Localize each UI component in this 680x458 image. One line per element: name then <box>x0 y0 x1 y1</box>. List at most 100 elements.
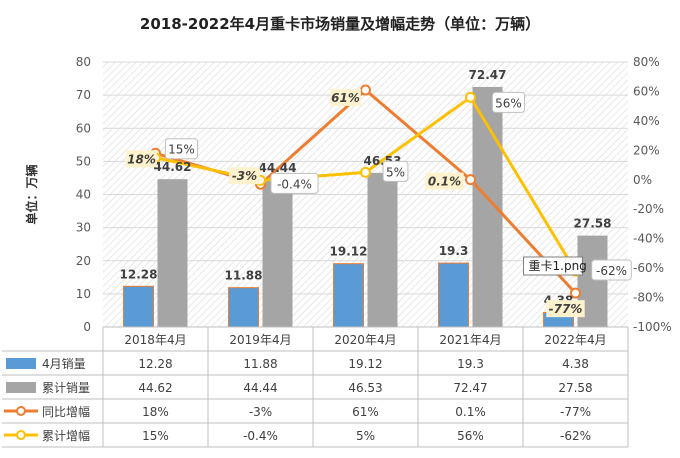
yoy-label: -77% <box>549 302 583 316</box>
line-point <box>360 84 371 96</box>
cum-label: -62% <box>596 264 627 278</box>
line-point <box>570 287 581 299</box>
bar-value-label: 44.44 <box>259 161 297 175</box>
cum-label: 56% <box>495 96 522 110</box>
cum-label-bg <box>591 259 632 281</box>
cum-label-bg <box>270 172 319 194</box>
table-cell: 19.12 <box>348 357 382 371</box>
y-tick-label: 20 <box>76 254 91 268</box>
line-point <box>360 166 371 178</box>
y2-tick-label: 40% <box>633 114 660 128</box>
bar-value-label: 72.47 <box>469 68 507 82</box>
y-tick-label: 30 <box>76 221 91 235</box>
y2-tick-label: -100% <box>633 320 672 334</box>
bar-value-label: 19.12 <box>330 245 368 259</box>
table-cell: -62% <box>560 429 591 443</box>
bar-monthly <box>228 287 259 328</box>
cum-label: -0.4% <box>277 177 312 191</box>
cum-label-bg <box>164 138 199 160</box>
y2-tick-label: -80% <box>633 291 664 305</box>
line-point <box>465 91 476 103</box>
bar-value-label: 11.88 <box>225 269 263 283</box>
table-cell: 44.44 <box>243 381 277 395</box>
table-cell: -3% <box>249 405 272 419</box>
yoy-label-bg <box>425 172 464 190</box>
tooltip-box <box>523 256 583 276</box>
y2-tick-label: -60% <box>633 261 664 275</box>
category-label: 2021年4月 <box>439 333 501 347</box>
y2-tick-label: 60% <box>633 84 660 98</box>
y2-tick-label: 0% <box>633 173 652 187</box>
legend-swatch <box>6 358 36 369</box>
bar-cumulative <box>367 172 398 327</box>
cum-label-bg <box>491 91 526 113</box>
table-cell: 18% <box>142 405 169 419</box>
table-cell: 4.38 <box>562 357 589 371</box>
yoy-label: 61% <box>331 91 360 105</box>
category-label: 2022年4月 <box>544 333 606 347</box>
data-table: 2018年4月 2019年4月 2020年4月 2021年4月 2022年4月 4月销量 1… <box>2 327 629 448</box>
yoy-label: 0.1% <box>428 175 461 189</box>
y-tick-label: 0 <box>83 320 91 334</box>
table-cell: 11.88 <box>243 357 277 371</box>
legend-label: 同比增幅 <box>42 404 90 419</box>
table-cell: 0.1% <box>455 405 486 419</box>
bar-value-label: 44.62 <box>154 160 192 174</box>
yoy-label-bg <box>229 167 260 185</box>
table-cell: 5% <box>356 429 375 443</box>
yoy-label-bg <box>330 88 361 106</box>
cum-label-bg <box>382 160 409 182</box>
axes: 0 10 20 30 40 50 60 70 80 -100% -80% -60% -40% -20% 0%… <box>76 55 672 334</box>
yoy-label: -3% <box>232 169 257 183</box>
lines <box>150 84 581 299</box>
table-cell: 56% <box>457 429 484 443</box>
legend-label: 4月销量 <box>42 357 86 371</box>
y2-tick-label: -40% <box>633 232 664 246</box>
y-tick-label: 80 <box>76 55 91 69</box>
category-label: 2018年4月 <box>124 333 186 347</box>
y2-tick-label: -20% <box>633 202 664 216</box>
yoy-label-bg <box>126 150 157 168</box>
y2-tick-label: 20% <box>633 143 660 157</box>
table-cell: 12.28 <box>138 357 172 371</box>
table-cell: 27.58 <box>558 381 592 395</box>
y-tick-label: 10 <box>76 287 91 301</box>
legend-label: 累计增幅 <box>42 428 90 443</box>
bar-cumulative <box>157 179 188 327</box>
yoy-label-bg <box>546 300 585 318</box>
filename-tooltip: 重卡1.png <box>523 256 587 276</box>
bar-value-label: 19.3 <box>439 244 469 258</box>
y-tick-label: 70 <box>76 88 91 102</box>
legend-label: 累计销量 <box>42 381 90 395</box>
table-cell: -0.4% <box>243 429 278 443</box>
y-axis-label: 单位：万辆 <box>24 164 39 224</box>
category-label: 2020年4月 <box>334 333 396 347</box>
table-cell: 19.3 <box>457 357 484 371</box>
bar-cumulative <box>262 179 293 327</box>
legend-swatch <box>6 382 36 393</box>
bar-monthly <box>438 262 469 328</box>
bar-monthly <box>123 285 154 328</box>
table-cell: -77% <box>560 405 591 419</box>
y-tick-label: 50 <box>76 154 91 168</box>
yoy-label: 18% <box>127 152 156 166</box>
bars <box>123 86 608 328</box>
data-labels: 12.2811.8819.1219.34.3844.6244.4446.5372… <box>120 68 632 318</box>
y-tick-label: 40 <box>76 188 91 202</box>
cum-label: 5% <box>386 165 405 179</box>
bar-value-label: 27.58 <box>574 217 612 231</box>
cum-label: 15% <box>168 143 195 157</box>
legend-swatch-marker <box>16 406 26 416</box>
table-cell: 44.62 <box>138 381 172 395</box>
table-cell: 46.53 <box>348 381 382 395</box>
y2-tick-label: 80% <box>633 55 660 69</box>
category-label: 2019年4月 <box>229 333 291 347</box>
bar-value-label: 12.28 <box>120 267 158 281</box>
table-cell: 72.47 <box>453 381 487 395</box>
bar-monthly <box>333 263 364 328</box>
legend-swatch-marker <box>16 430 26 440</box>
y-tick-label: 60 <box>76 121 91 135</box>
chart-title: 2018-2022年4月重卡市场销量及增幅走势（单位：万辆） <box>140 15 540 33</box>
tooltip-text: 重卡1.png <box>529 259 587 273</box>
